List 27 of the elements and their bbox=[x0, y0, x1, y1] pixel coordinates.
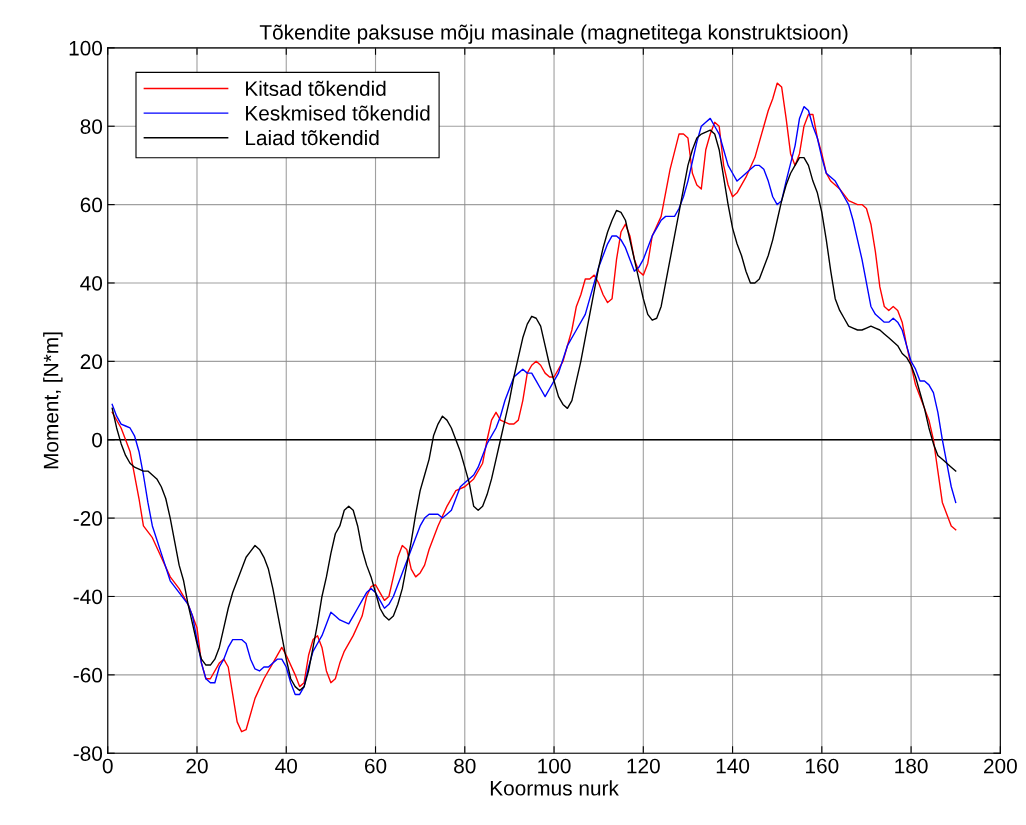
y-axis-title: Moment, [N*m] bbox=[43, 332, 63, 469]
x-tick-label: 20 bbox=[186, 758, 208, 774]
x-axis-title: Koormus nurk bbox=[490, 780, 619, 796]
legend-label: Keskmised tõkendid bbox=[246, 105, 430, 121]
x-tick-label: 180 bbox=[895, 758, 928, 774]
y-tick-label: -80 bbox=[73, 746, 103, 761]
legend-label: Laiad tõkendid bbox=[246, 129, 379, 146]
y-tick-label: 100 bbox=[69, 40, 103, 56]
x-tick-label: 140 bbox=[716, 758, 750, 774]
x-tick-label: 120 bbox=[627, 758, 660, 774]
y-tick-label: 60 bbox=[80, 197, 103, 213]
legend-label: Kitsad tõkendid bbox=[246, 80, 386, 97]
x-tick-label: 80 bbox=[454, 758, 476, 774]
y-tick-label: 0 bbox=[92, 432, 103, 448]
y-tick-label: 80 bbox=[80, 119, 103, 134]
y-tick-label: -60 bbox=[73, 667, 103, 683]
x-tick-label: 0 bbox=[102, 758, 113, 774]
x-tick-label: 100 bbox=[538, 758, 571, 774]
x-tick-label: 200 bbox=[984, 758, 1017, 774]
y-tick-label: -40 bbox=[73, 589, 103, 605]
x-tick-label: 60 bbox=[364, 758, 387, 774]
y-tick-label: 20 bbox=[80, 354, 103, 370]
y-tick-label: 40 bbox=[80, 275, 103, 291]
x-tick-label: 160 bbox=[806, 758, 839, 774]
x-tick-label: 40 bbox=[275, 758, 298, 774]
y-tick-label: -20 bbox=[73, 511, 103, 526]
chart-title: Tõkendite paksuse mõju masinale (magnetitega konstruktsioon) bbox=[259, 24, 848, 44]
